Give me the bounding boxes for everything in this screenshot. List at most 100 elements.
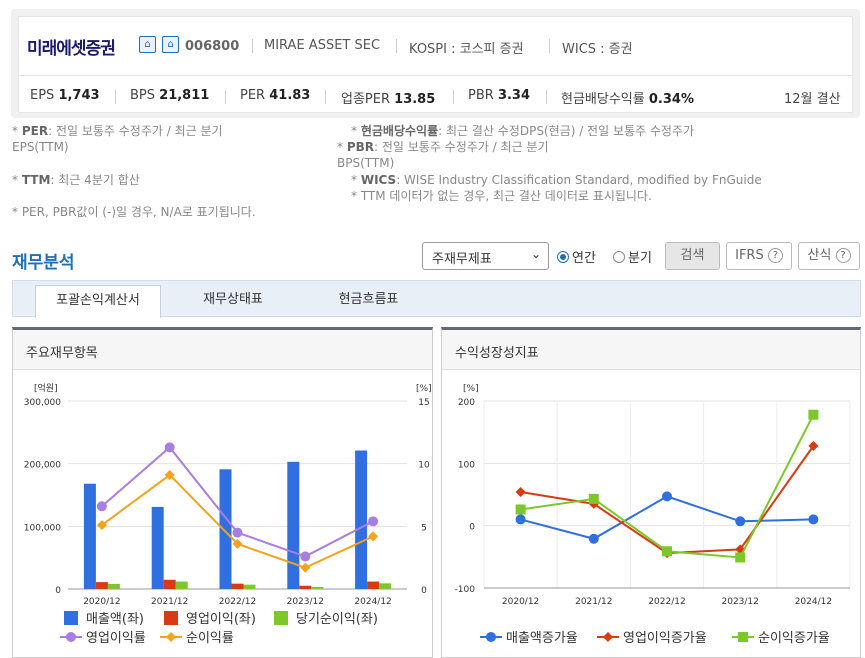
line-point <box>96 501 107 512</box>
x-tick-label: 2021/12 <box>575 597 612 607</box>
divider <box>325 90 326 104</box>
y2-tick-label: 10 <box>418 461 430 471</box>
metric-eps: EPS 1,743 <box>30 88 100 103</box>
legend-marker <box>66 632 76 642</box>
tab-balance-sheet[interactable]: 재무상태표 <box>203 292 263 307</box>
bar <box>163 579 176 589</box>
metric-per: PER 41.83 <box>240 88 311 103</box>
legend-label: 영업이익(좌) <box>186 612 256 627</box>
metric-pbr: PBR 3.34 <box>468 88 531 103</box>
divider <box>453 90 454 104</box>
chevron-down-icon: ⌄ <box>530 247 541 261</box>
chart-growth: [%] 200 100 0 -100 2020/12 2021/12 2022/12 2023/… <box>455 384 851 646</box>
left-axis-unit: [억원] <box>34 382 58 394</box>
tab-cash-flow[interactable]: 현금흐름표 <box>338 292 399 307</box>
bar <box>299 585 312 589</box>
market-label: KOSPI : 코스피 증권 <box>409 42 524 57</box>
bar <box>107 583 120 589</box>
legend-label: 매출액(좌) <box>86 612 144 627</box>
company-name: 미래에셋증권 <box>27 39 116 59</box>
statement-select[interactable]: 주재무제표 ⌄ <box>422 242 549 270</box>
note-pbr: * PBR: 전일 보통주 수정주가 / 최근 분기 <box>337 140 549 154</box>
tab-income-statement[interactable]: 포괄손익계산서 <box>35 285 161 318</box>
bar <box>151 506 164 589</box>
company-eng-name: MIRAE ASSET SEC <box>264 38 381 53</box>
y-tick-label: 100 <box>458 460 475 470</box>
x-tick-label: 2021/12 <box>151 597 188 607</box>
x-tick-label: 2023/12 <box>287 597 324 607</box>
legend-label: 순이익증가율 <box>758 631 830 646</box>
legend-marker <box>603 632 613 642</box>
line-point <box>588 533 599 544</box>
metric-industry-per: 업종PER 13.85 <box>341 92 436 107</box>
line-point <box>515 514 526 525</box>
formula-button[interactable]: 산식 ? <box>798 242 860 270</box>
y2-tick-label: 15 <box>418 398 429 408</box>
bar <box>175 581 188 589</box>
x-tick-label: 2024/12 <box>795 597 832 607</box>
line-point <box>368 516 379 527</box>
building-icon[interactable]: ⌂ <box>139 36 156 53</box>
x-tick-label: 2020/12 <box>83 597 120 607</box>
line-point <box>164 442 175 453</box>
line-point <box>662 546 672 557</box>
line-point <box>232 538 243 549</box>
legend-label: 매출액증가율 <box>506 631 578 646</box>
legend-swatch <box>274 611 288 625</box>
chart-panel-growth: 수익성장성지표 <box>441 327 861 658</box>
bar <box>219 469 232 589</box>
note-ttm: * TTM: 최근 4분기 합산 <box>12 173 140 187</box>
line-point <box>300 551 311 562</box>
divider <box>396 39 397 53</box>
line-point <box>164 469 175 480</box>
search-button[interactable]: 검색 <box>665 242 720 270</box>
note-dividend: * 현금배당수익률: 최근 결산 수정DPS(현금) / 전일 보통주 수정주가 <box>351 124 695 138</box>
series-line <box>101 473 374 569</box>
statement-select-value: 주재무제표 <box>432 252 492 267</box>
bar <box>231 583 244 589</box>
help-icon: ? <box>767 248 783 263</box>
radio-quarter[interactable]: 분기 <box>613 247 652 266</box>
note-wics: * WICS: WISE Industry Classification Sta… <box>351 173 762 187</box>
company-header: 미래에셋증권 ⌂ ⌂ 006800 MIRAE ASSET SEC KOSPI … <box>11 9 860 118</box>
metric-bps: BPS 21,811 <box>130 88 210 103</box>
metric-dividend-yield: 현금배당수익률 0.34% <box>561 92 694 107</box>
line-point <box>588 493 599 504</box>
bar <box>379 583 392 589</box>
divider <box>115 90 116 104</box>
x-tick-label: 2022/12 <box>648 597 685 607</box>
legend-label: 영업이익증가율 <box>623 631 707 646</box>
factory-icon[interactable]: ⌂ <box>162 36 179 53</box>
legend-label: 영업이익률 <box>86 631 146 646</box>
y-tick-label: 0 <box>469 523 475 533</box>
chart-panel-financials: 주요재무항목 <box>12 327 433 658</box>
radio-unchecked-icon <box>613 251 625 263</box>
x-tick-label: 2024/12 <box>354 597 391 607</box>
legend-swatch <box>64 611 78 625</box>
bar <box>95 582 108 589</box>
y-axis-unit: [%] <box>463 384 479 394</box>
help-icon: ? <box>835 248 851 263</box>
chart-financials: [억원] [%] 300,000 200,000 100,000 0 15 10 5 0 2020/… <box>24 382 432 646</box>
legend-marker <box>166 632 176 642</box>
line-point <box>368 531 379 542</box>
wics-label: WICS : 증권 <box>562 42 633 57</box>
radio-annual[interactable]: 연간 <box>557 247 596 266</box>
header-divider <box>19 75 852 76</box>
ifrs-button[interactable]: IFRS ? <box>726 242 792 270</box>
line-point <box>808 409 819 420</box>
divider <box>546 90 547 104</box>
y-tick-label: 100,000 <box>24 523 61 533</box>
divider <box>225 90 226 104</box>
line-point <box>96 520 107 531</box>
y-tick-label: 200,000 <box>24 461 61 471</box>
note-na: * PER, PBR값이 (-)일 경우, N/A로 표기됩니다. <box>12 205 256 219</box>
note-pbr-cont: BPS(TTM) <box>337 156 395 170</box>
chart-title: 주요재무항목 <box>13 330 432 370</box>
y-tick-label: 0 <box>55 586 61 596</box>
series-line <box>520 414 815 559</box>
note-per: * PER: 전일 보통주 수정주가 / 최근 분기 <box>12 124 223 138</box>
y-tick-label: 300,000 <box>24 398 61 408</box>
y-tick-label: 200 <box>458 398 475 408</box>
fiscal-month: 12월 결산 <box>784 92 841 107</box>
